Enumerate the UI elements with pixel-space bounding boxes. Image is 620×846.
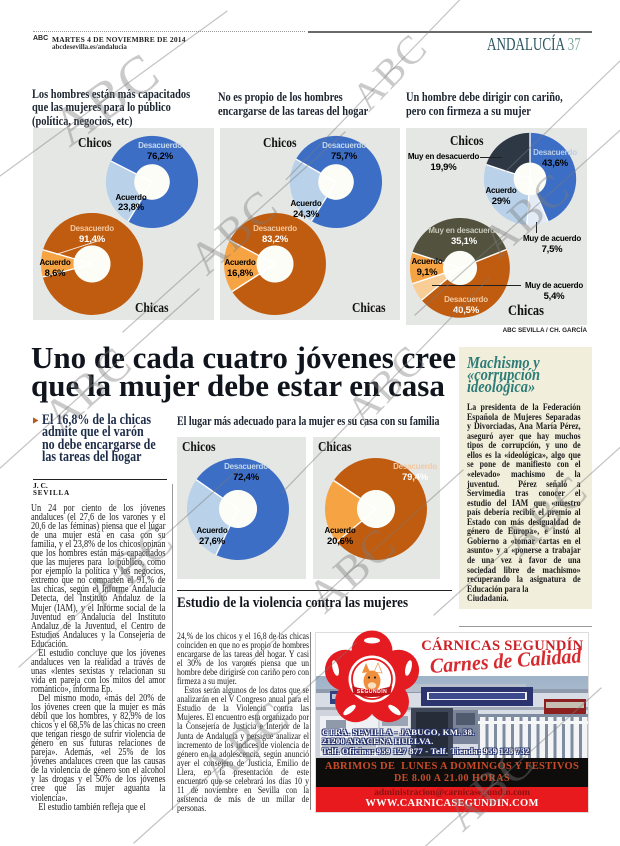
svg-text:ABC: ABC bbox=[33, 336, 142, 441]
svg-text:ABC: ABC bbox=[179, 179, 288, 284]
svg-text:ABC: ABC bbox=[297, 517, 406, 622]
svg-text:ABC: ABC bbox=[471, 162, 580, 267]
svg-text:ABC: ABC bbox=[75, 514, 184, 619]
svg-text:SEGUNDÍN: SEGUNDÍN bbox=[357, 687, 387, 695]
svg-text:ABC: ABC bbox=[493, 465, 597, 566]
svg-text:ABC: ABC bbox=[435, 735, 544, 840]
svg-text:ABC: ABC bbox=[190, 690, 299, 795]
svg-text:ABC: ABC bbox=[41, 40, 171, 157]
